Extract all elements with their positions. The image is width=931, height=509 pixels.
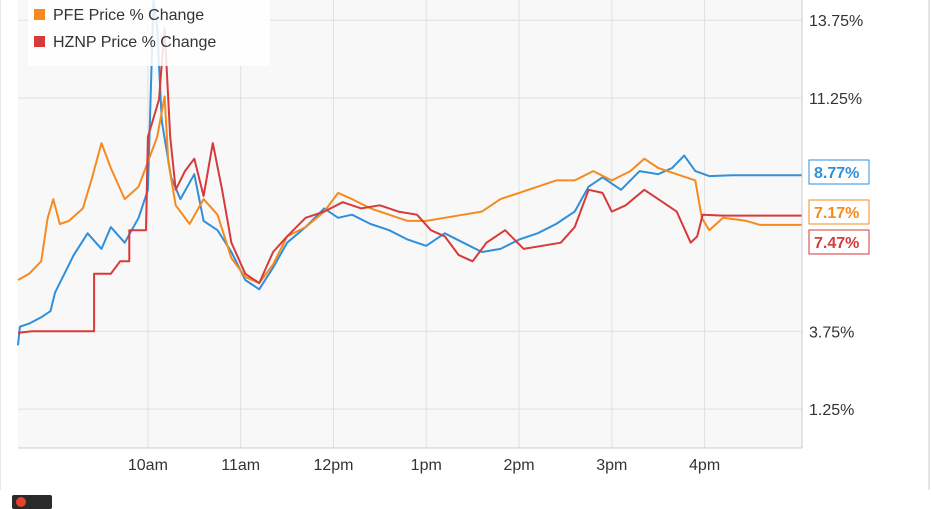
legend-box <box>28 0 270 66</box>
plot-area <box>18 0 802 448</box>
x-tick-label: 10am <box>128 457 168 474</box>
last-value-label: 8.77% <box>814 165 859 182</box>
y-tick-label: 3.75% <box>809 324 854 341</box>
last-value-label: 7.17% <box>814 205 859 222</box>
y-tick-label: 13.75% <box>809 13 863 30</box>
legend-label: HZNP Price % Change <box>53 34 216 51</box>
last-value-badges: 8.77% 7.17% 7.47% <box>808 159 870 255</box>
last-value-badge <box>808 229 870 255</box>
x-tick-label: 1pm <box>411 457 442 474</box>
legend-swatch <box>34 36 45 47</box>
x-tick-label: 3pm <box>596 457 627 474</box>
y-axis: 13.75% 11.25% 3.75% 1.25% <box>809 13 863 419</box>
y-tick-label: 11.25% <box>809 91 862 108</box>
x-tick-label: 11am <box>221 457 260 474</box>
x-tick-label: 12pm <box>313 457 353 474</box>
ycharts-logo <box>12 495 52 509</box>
series-line-0 <box>17 0 802 346</box>
legend-label: PFE Price % Change <box>53 7 204 24</box>
x-tick-label: 4pm <box>689 457 720 474</box>
x-tick-label: 2pm <box>503 457 534 474</box>
y-tick-label: 1.25% <box>809 402 854 419</box>
last-value-badge <box>808 159 870 185</box>
last-value-label: 7.47% <box>814 235 859 252</box>
legend-swatch <box>34 9 45 20</box>
series-line-2 <box>17 27 802 334</box>
last-value-badge <box>808 199 870 225</box>
x-axis: 10am 11am 12pm 1pm 2pm 3pm 4pm <box>128 457 720 474</box>
series-lines <box>17 0 802 346</box>
